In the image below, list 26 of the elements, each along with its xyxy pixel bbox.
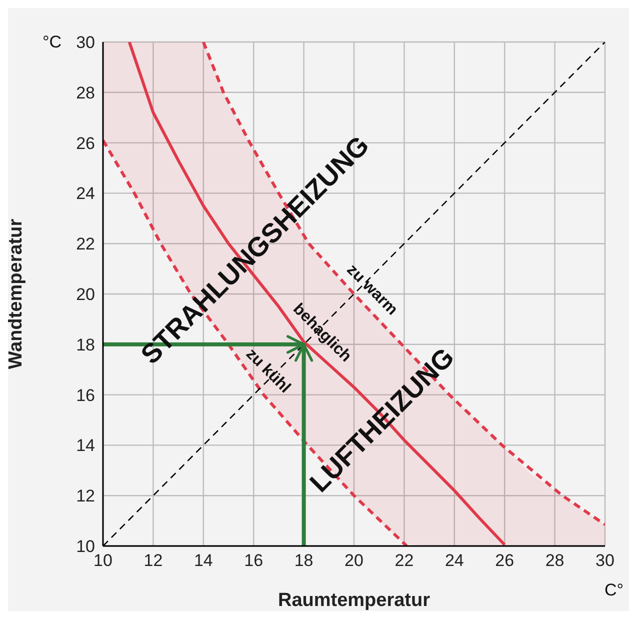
y-tick-label: 26 — [76, 134, 95, 153]
y-tick-label: 20 — [76, 285, 95, 304]
y-tick-label: 12 — [76, 486, 95, 506]
x-axis-title: Raumtemperatur — [278, 590, 431, 611]
y-axis-title: Wandtemperatur — [6, 218, 27, 370]
x-tick-label: 28 — [545, 551, 564, 570]
x-tick-label: 12 — [144, 551, 163, 570]
x-tick-label: 22 — [394, 551, 414, 570]
x-tick-label: 30 — [596, 551, 614, 570]
x-tick-label: 14 — [194, 551, 213, 570]
x-tick-label: 24 — [444, 551, 464, 570]
y-tick-label: 24 — [76, 184, 95, 204]
x-tick-label: 18 — [294, 551, 314, 570]
y-tick-label: 10 — [76, 537, 95, 556]
y-tick-label: 16 — [76, 386, 95, 405]
text: C° — [604, 580, 624, 600]
y-tick-label: 14 — [76, 436, 95, 456]
y-tick-label: 18 — [76, 335, 95, 354]
x-tick-label: 10 — [94, 551, 112, 570]
y-tick-label: 22 — [76, 234, 95, 254]
x-tick-label: 26 — [495, 551, 514, 570]
x-tick-label: 16 — [244, 551, 264, 570]
text: °C — [42, 32, 62, 52]
y-tick-label: 28 — [76, 83, 95, 102]
y-tick-label: 30 — [76, 33, 95, 52]
x-tick-label: 20 — [344, 551, 364, 570]
